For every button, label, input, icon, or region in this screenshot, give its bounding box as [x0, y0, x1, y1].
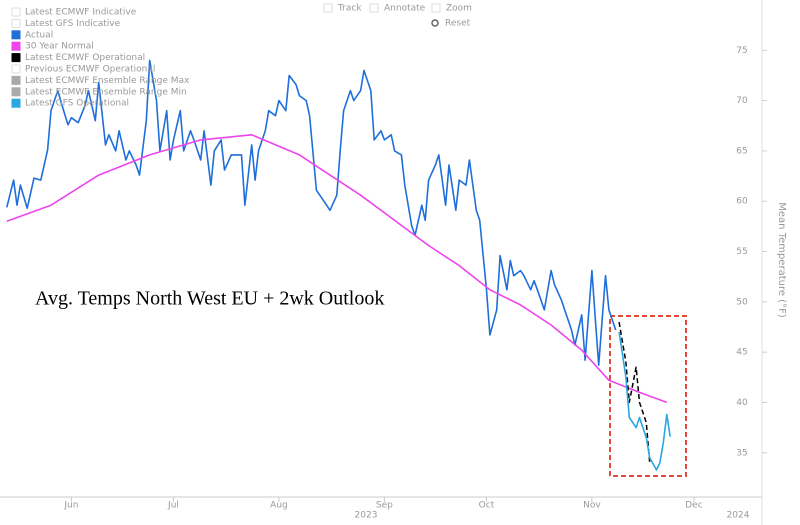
- y-tick-label: 60: [736, 197, 748, 207]
- toolbar-button[interactable]: Annotate: [384, 4, 426, 14]
- legend-label[interactable]: Latest ECMWF Ensemble Range Min: [25, 87, 187, 97]
- toolbar-icon[interactable]: [431, 3, 441, 13]
- toolbar-button[interactable]: Track: [337, 4, 362, 14]
- series-line: [6, 134, 668, 404]
- legend-swatch[interactable]: [11, 53, 21, 63]
- legend-label[interactable]: Latest GFS Indicative: [25, 19, 121, 29]
- legend-label[interactable]: Previous ECMWF Operational: [25, 65, 155, 75]
- toolbar-button[interactable]: Reset: [445, 19, 471, 29]
- year-label: 2023: [355, 511, 378, 521]
- x-tick-label: Sep: [376, 501, 393, 511]
- legend-swatch[interactable]: [11, 7, 21, 17]
- highlight-box: [609, 315, 687, 477]
- legend-label[interactable]: 30 Year Normal: [25, 42, 94, 52]
- x-tick-label: Oct: [479, 501, 495, 511]
- x-tick-label: Jul: [167, 501, 179, 511]
- annotation: Avg. Temps North West EU + 2wk Outlook: [35, 288, 384, 310]
- y-tick-label: 65: [736, 146, 747, 156]
- legend-swatch[interactable]: [11, 87, 21, 97]
- y-axis-title: Mean Temperature (°F): [776, 202, 787, 318]
- toolbar-button[interactable]: Zoom: [446, 4, 472, 14]
- year-label: 2024: [727, 511, 750, 521]
- y-tick-label: 70: [736, 96, 748, 106]
- legend-label[interactable]: Latest ECMWF Operational: [25, 53, 145, 63]
- y-tick-label: 75: [736, 46, 747, 56]
- legend-label[interactable]: Latest ECMWF Ensemble Range Max: [25, 76, 190, 86]
- y-tick-label: 50: [736, 297, 748, 307]
- legend-swatch[interactable]: [11, 64, 21, 74]
- x-tick-label: Nov: [583, 501, 601, 511]
- legend-swatch[interactable]: [11, 98, 21, 108]
- series-line: [618, 321, 651, 463]
- legend-swatch[interactable]: [11, 30, 21, 40]
- legend-label[interactable]: Latest GFS Operational: [25, 99, 129, 109]
- legend-swatch[interactable]: [11, 41, 21, 51]
- legend-label[interactable]: Latest ECMWF Indicative: [25, 8, 137, 18]
- y-tick-label: 35: [736, 448, 747, 458]
- x-tick-label: Jun: [63, 501, 78, 511]
- y-tick-label: 45: [736, 348, 747, 358]
- reset-icon[interactable]: [431, 19, 439, 27]
- legend-label[interactable]: Actual: [25, 30, 53, 40]
- x-tick-label: Dec: [685, 501, 702, 511]
- legend-swatch[interactable]: [11, 75, 21, 85]
- toolbar-icon[interactable]: [369, 3, 379, 13]
- y-tick-label: 40: [736, 398, 748, 408]
- x-tick-label: Aug: [270, 501, 288, 511]
- toolbar-icon[interactable]: [323, 3, 333, 13]
- y-tick-label: 55: [736, 247, 747, 257]
- series-line: [618, 331, 671, 471]
- legend-swatch[interactable]: [11, 18, 21, 28]
- series-line: [6, 59, 617, 366]
